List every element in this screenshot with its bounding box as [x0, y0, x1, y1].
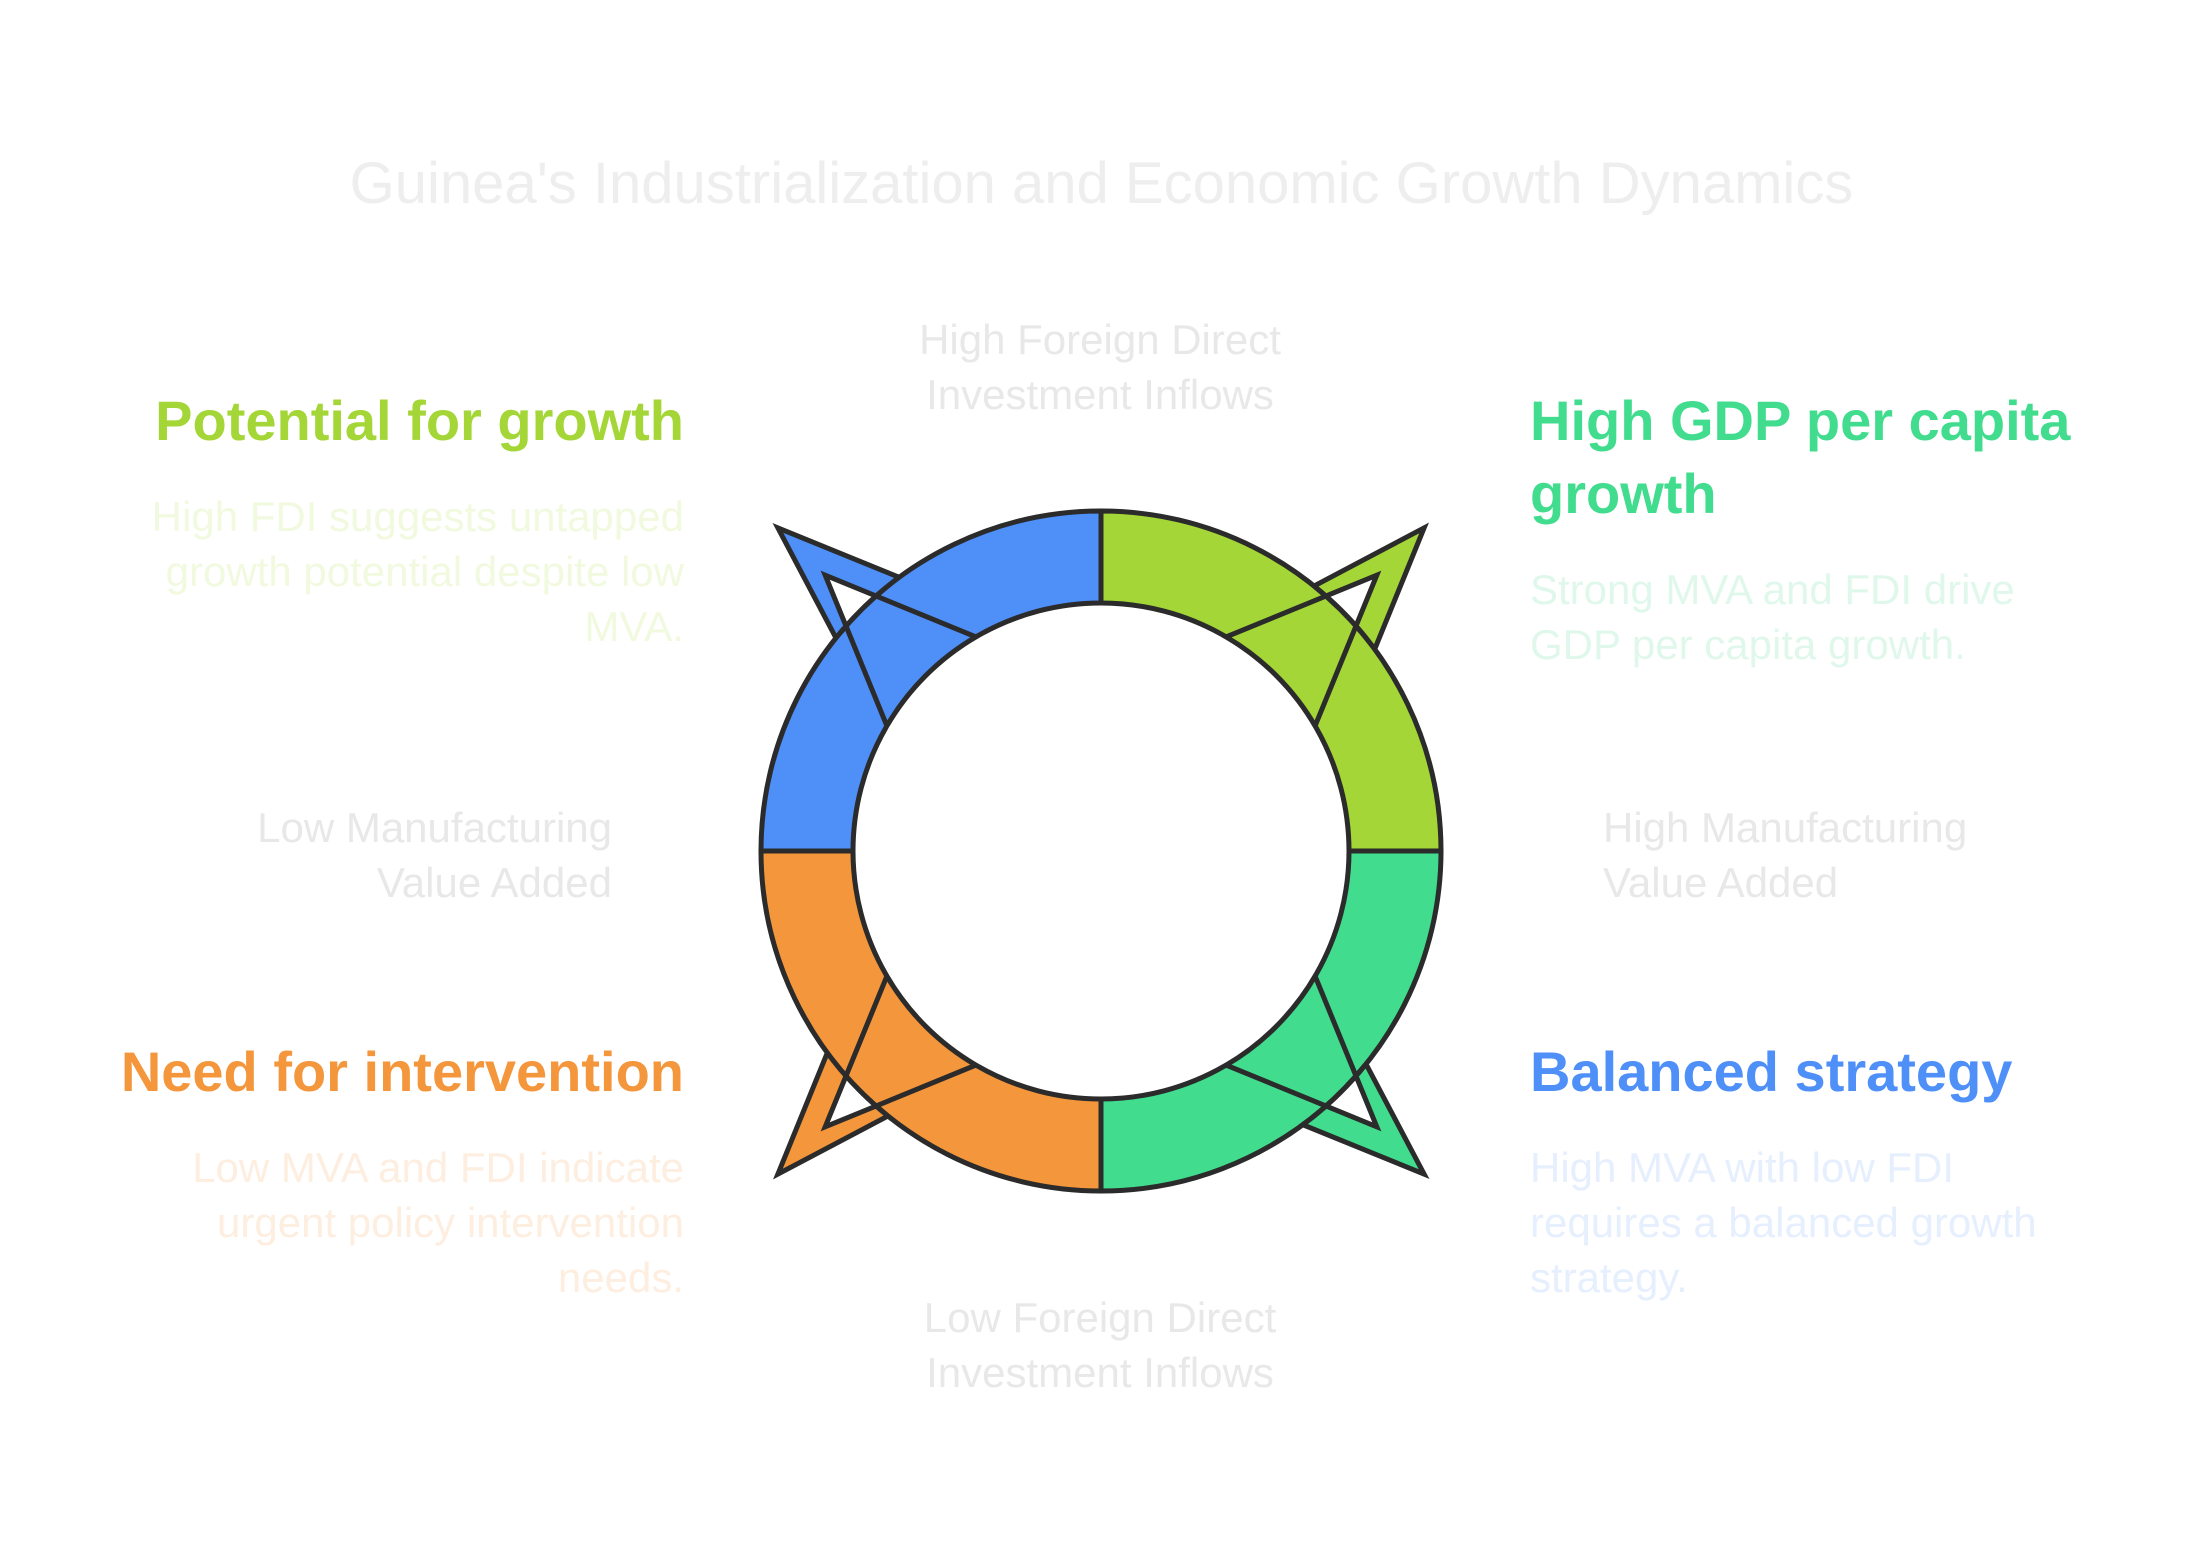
heading-line: growth: [1530, 462, 1717, 525]
axis-label-left: Low Manufacturing Value Added: [150, 800, 612, 910]
quadrant-top-right: High GDP per capita growth Strong MVA an…: [1530, 384, 2150, 672]
description-line: strategy.: [1530, 1254, 1688, 1301]
description-line: GDP per capita growth.: [1530, 621, 1966, 668]
quadrant-description: Strong MVA and FDI drive GDP per capita …: [1530, 562, 2150, 672]
cycle-segment-top-right: [1098, 508, 1444, 854]
axis-label-bottom: Low Foreign Direct Investment Inflows: [800, 1290, 1400, 1400]
quadrant-heading: High GDP per capita growth: [1530, 384, 2150, 530]
axis-label-top-line: High Foreign Direct: [919, 316, 1281, 363]
axis-label-right: High Manufacturing Value Added: [1603, 800, 2103, 910]
axis-label-right-line: Value Added: [1603, 859, 1839, 906]
quadrant-description: High MVA with low FDI requires a balance…: [1530, 1140, 2150, 1305]
description-line: High FDI suggests untapped: [151, 493, 684, 540]
quadrant-description: Low MVA and FDI indicate urgent policy i…: [60, 1140, 684, 1305]
description-line: High MVA with low FDI: [1530, 1144, 1954, 1191]
quadrant-heading: Potential for growth: [155, 389, 684, 452]
description-line: Low MVA and FDI indicate: [192, 1144, 684, 1191]
description-line: Strong MVA and FDI drive: [1530, 566, 2015, 613]
axis-label-left-line: Value Added: [376, 859, 612, 906]
axis-label-top-line: Investment Inflows: [926, 371, 1274, 418]
heading-line: High GDP per capita: [1530, 389, 2071, 452]
description-line: MVA.: [584, 603, 684, 650]
cycle-segment-bottom-left: [758, 848, 1104, 1194]
cycle-segment-bottom-right: [1098, 848, 1444, 1194]
description-line: urgent policy intervention: [217, 1199, 684, 1246]
axis-label-top: High Foreign Direct Investment Inflows: [800, 312, 1400, 422]
description-line: growth potential despite low: [165, 548, 684, 595]
axis-label-bottom-line: Low Foreign Direct: [923, 1294, 1277, 1341]
quadrant-heading: Need for intervention: [120, 1040, 684, 1103]
cycle-segment-top-left: [758, 508, 1104, 854]
axis-label-bottom-line: Investment Inflows: [926, 1349, 1274, 1396]
quadrant-bottom-right: Balanced strategy High MVA with low FDI …: [1530, 1035, 2150, 1305]
quadrant-heading: Balanced strategy: [1530, 1040, 2013, 1103]
axis-label-right-line: High Manufacturing: [1603, 804, 1968, 851]
axis-label-left-line: Low Manufacturing: [257, 804, 612, 851]
diagram-title: Guinea's Industrialization and Economic …: [349, 151, 1854, 216]
description-line: requires a balanced growth: [1530, 1199, 2037, 1246]
quadrant-bottom-left: Need for intervention Low MVA and FDI in…: [60, 1035, 684, 1305]
description-line: needs.: [557, 1254, 684, 1301]
quadrant-description: High FDI suggests untapped growth potent…: [60, 489, 684, 654]
quadrant-top-left: Potential for growth High FDI suggests u…: [60, 384, 684, 654]
